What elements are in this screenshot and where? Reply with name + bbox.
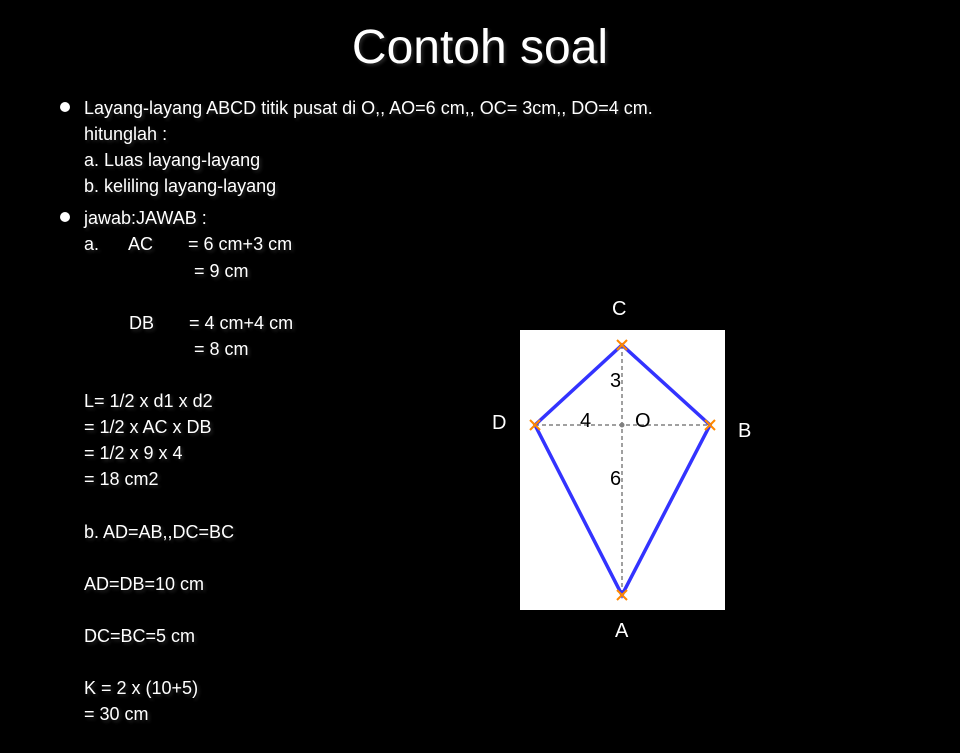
kite-diagram: C B A D O 3 4 6 (480, 290, 760, 670)
label-D: D (492, 412, 506, 435)
bullet-text-1: Layang-layang ABCD titik pusat di O,, AO… (84, 95, 653, 199)
bullet-text-2: jawab:JAWAB : a. AC = 6 cm+3 cm = 9 cm D… (84, 205, 293, 727)
label-3: 3 (610, 370, 621, 393)
slide-title: Contoh soal (60, 20, 900, 75)
slide: Contoh soal Layang-layang ABCD titik pus… (0, 0, 960, 753)
label-B: B (738, 420, 751, 443)
label-C: C (612, 298, 626, 321)
bullet-icon (60, 102, 70, 112)
label-6: 6 (610, 468, 621, 491)
bullet-icon (60, 212, 70, 222)
kite-box (520, 330, 725, 610)
label-O: O (635, 410, 651, 433)
label-A: A (615, 620, 628, 643)
kite-svg (520, 330, 725, 610)
center-O (620, 423, 625, 428)
bullet-item-1: Layang-layang ABCD titik pusat di O,, AO… (60, 95, 900, 199)
label-4: 4 (580, 410, 591, 433)
